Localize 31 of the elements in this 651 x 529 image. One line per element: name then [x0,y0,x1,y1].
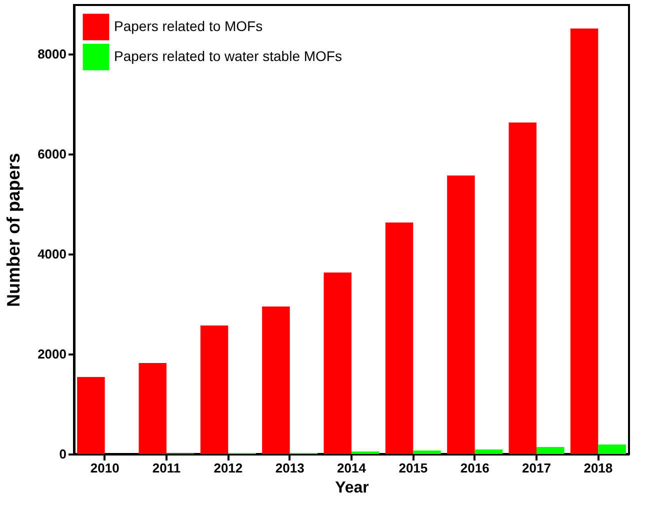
legend-label: Papers related to water stable MOFs [114,48,342,64]
bar [598,444,626,454]
x-axis-title: Year [335,480,369,496]
bar [385,222,414,454]
x-tick-label: 2012 [214,460,243,476]
x-tick-label: 2010 [90,460,120,476]
legend-label: Papers related to MOFs [114,18,263,34]
y-tick-label: 4000 [38,246,66,262]
bar [138,363,166,454]
x-tick-label: 2018 [584,460,613,476]
bar [413,450,441,454]
x-tick-label: 2013 [275,460,304,476]
bar [508,122,536,454]
x-tick-label: 2017 [522,460,551,476]
x-tick-label: 2015 [398,460,428,476]
y-tick-label: 6000 [38,146,66,162]
bar [200,326,228,454]
bar [447,176,475,454]
bar [77,377,105,454]
x-tick-label: 2011 [152,460,181,476]
x-tick-label: 2014 [337,460,367,476]
bar [262,306,290,454]
bar [570,28,598,454]
x-tick-label: 2016 [460,460,490,476]
bar [536,447,564,454]
bar [324,272,352,454]
y-tick-label: 2000 [38,346,66,362]
y-tick-label: 0 [59,446,66,462]
y-tick-label: 8000 [38,46,66,62]
bar [474,450,503,454]
y-axis-title: Number of papers [4,152,24,308]
